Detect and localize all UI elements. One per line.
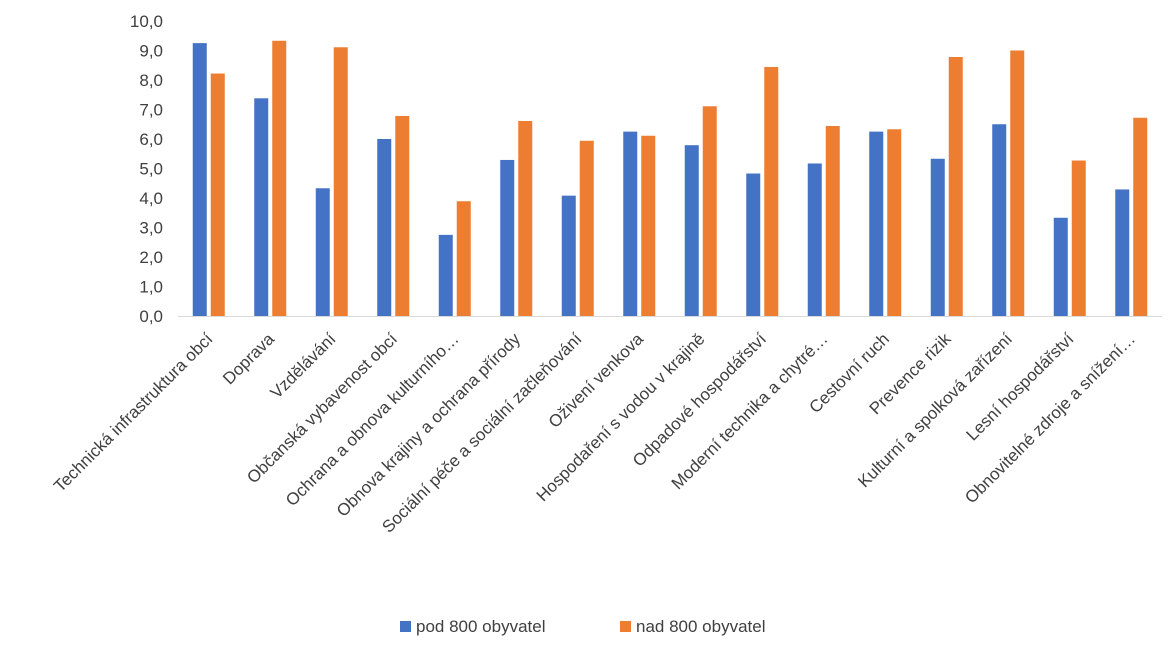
bar-nad-800: [948, 56, 963, 317]
y-tick-label: 6,0: [139, 130, 163, 149]
bar-pod-800: [438, 234, 453, 316]
bar-nad-800: [395, 115, 410, 317]
bar-nad-800: [333, 47, 348, 316]
bar-pod-800: [192, 43, 207, 316]
y-axis: 0,0 1,0 2,0 3,0 4,0 5,0 6,0 7,0 8,0 9,0 10,0: [130, 12, 163, 326]
bar-nad-800: [210, 73, 225, 316]
bar-pod-800: [746, 173, 761, 316]
bar-pod-800: [1115, 189, 1130, 316]
bar-pod-800: [254, 98, 269, 316]
bar-nad-800: [641, 135, 656, 316]
bar-nad-800: [1133, 117, 1148, 316]
bar-pod-800: [684, 145, 699, 316]
y-tick-label: 4,0: [139, 189, 163, 208]
y-tick-label: 10,0: [130, 12, 163, 31]
bar-nad-800: [272, 40, 287, 316]
bar-nad-800: [518, 121, 533, 316]
bar-pod-800: [315, 188, 330, 316]
bar-nad-800: [887, 129, 902, 316]
bar-pod-800: [1053, 217, 1068, 316]
bar-pod-800: [992, 124, 1007, 316]
bar-pod-800: [807, 163, 822, 316]
bars: [192, 40, 1148, 317]
x-axis-labels: Technická infrastruktura obcí DopravaVzdě…: [50, 329, 1139, 537]
y-tick-label: 1,0: [139, 278, 163, 297]
bar-nad-800: [764, 67, 779, 317]
y-tick-label: 8,0: [139, 71, 163, 90]
bar-nad-800: [456, 201, 471, 316]
bar-pod-800: [623, 131, 638, 316]
y-tick-label: 0,0: [139, 307, 163, 326]
legend: pod 800 obyvatel nad 800 obyvatel: [400, 617, 766, 636]
y-tick-label: 9,0: [139, 42, 163, 61]
bar-pod-800: [561, 195, 576, 316]
y-tick-label: 3,0: [139, 219, 163, 238]
bar-pod-800: [869, 131, 884, 316]
y-tick-label: 2,0: [139, 248, 163, 267]
bar-pod-800: [500, 159, 515, 316]
x-tick-label: Technická infrastruktura obcí: [50, 329, 217, 496]
bar-pod-800: [930, 158, 945, 316]
bar-nad-800: [579, 140, 594, 316]
bar-pod-800: [377, 139, 392, 316]
legend-swatch: [620, 621, 631, 632]
y-tick-label: 7,0: [139, 101, 163, 120]
legend-label: pod 800 obyvatel: [416, 617, 546, 636]
bar-nad-800: [1010, 50, 1025, 316]
x-tick-label: Lesní hospodářství: [963, 329, 1078, 444]
legend-swatch: [400, 621, 411, 632]
bar-nad-800: [702, 106, 717, 316]
bar-nad-800: [825, 126, 840, 317]
y-tick-label: 5,0: [139, 160, 163, 179]
bar-nad-800: [1071, 160, 1086, 316]
x-tick-label: Doprava: [219, 329, 278, 388]
legend-label: nad 800 obyvatel: [636, 617, 766, 636]
